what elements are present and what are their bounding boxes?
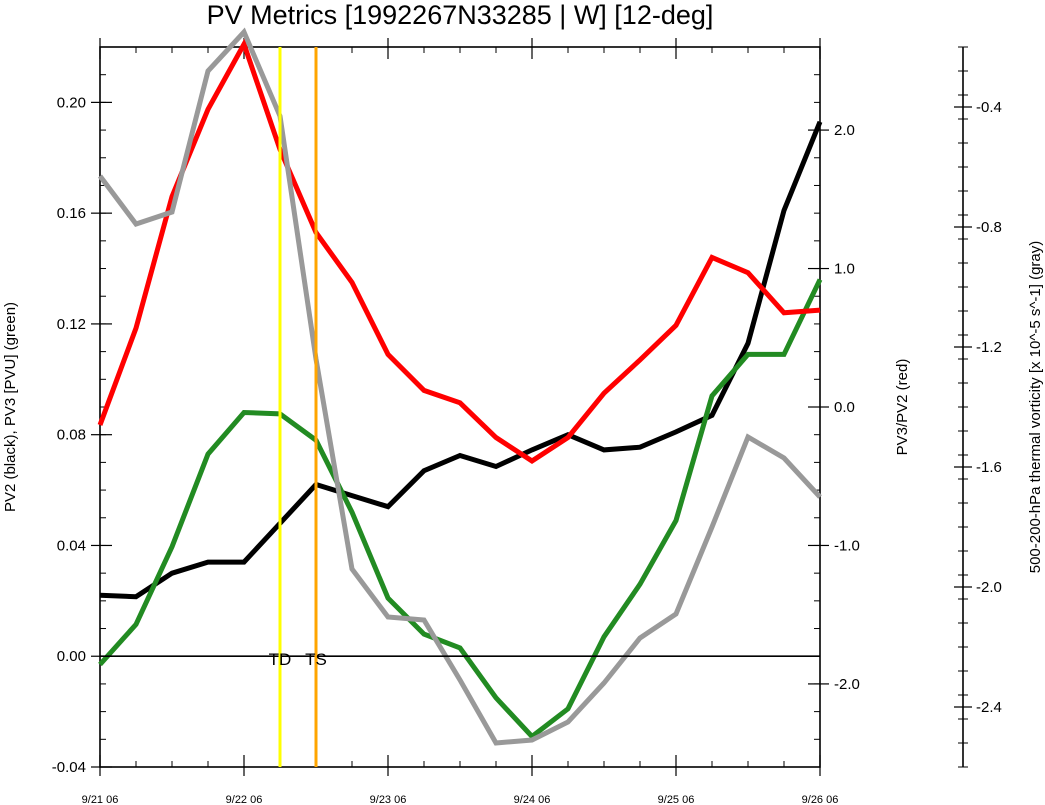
series-line-far_right (98, 27, 822, 746)
plot-frame (99, 46, 821, 768)
x-tick-label: 9/24 06 (514, 794, 551, 805)
left-tick-label: 0.08 (57, 427, 86, 444)
far-right-y-axis: -2.4 -2.0 -1.6 -1.2 -0.8 -0.4 (954, 46, 1002, 768)
far-tick-label: -0.4 (976, 99, 1002, 116)
far-tick-label: -2.0 (976, 579, 1002, 596)
left-tick-label: 0.20 (57, 94, 86, 111)
left-axis-title: PV2 (black), PV3 [PVU] (green) (2, 302, 19, 512)
right-y-axis: -2.0 -1.0 0.0 1.0 2.0 (808, 46, 860, 768)
right-tick-label: -1.0 (834, 537, 860, 554)
x-tick-label: 9/26 06 (802, 794, 839, 805)
left-tick-label: 0.04 (57, 537, 86, 554)
x-tick-label: 9/25 06 (658, 794, 695, 805)
x-axis: 9/21 06 9/22 06 9/23 06 9/24 06 9/25 06 9/26 … (82, 38, 839, 805)
left-tick-label: 0.16 (57, 205, 86, 222)
right-axis-title: PV3/PV2 (red) (894, 359, 911, 456)
far-tick-label: -1.6 (976, 459, 1002, 476)
series-line-right (97, 38, 821, 464)
vertical-marker-label: TS (305, 650, 327, 669)
left-y-axis: -0.04 0.00 0.04 0.08 0.12 0.16 0.20 (52, 46, 112, 776)
series-line-left (98, 278, 823, 740)
series-line-left (99, 120, 823, 600)
vertical-marker-label: TD (269, 650, 292, 669)
series-layer (97, 27, 823, 746)
far-tick-label: -2.4 (976, 699, 1002, 716)
right-tick-label: -2.0 (834, 676, 860, 693)
x-tick-label: 9/21 06 (82, 794, 119, 805)
annotations: TD TS (100, 47, 820, 767)
left-tick-label: -0.04 (52, 759, 86, 776)
left-tick-label: 0.12 (57, 316, 86, 333)
right-tick-label: 1.0 (834, 261, 855, 278)
x-tick-label: 9/22 06 (226, 794, 263, 805)
right-tick-label: 2.0 (834, 122, 855, 139)
x-tick-label: 9/23 06 (370, 794, 407, 805)
far-right-axis-title: 500-200-hPa thermal vorticity [x 10^-5 s… (1027, 241, 1044, 574)
far-tick-label: -0.8 (976, 219, 1002, 236)
right-tick-label: 0.0 (834, 399, 855, 416)
far-tick-label: -1.2 (976, 339, 1002, 356)
chart-title: PV Metrics [1992267N33285 | W] [12-deg] (207, 0, 714, 30)
left-tick-label: 0.00 (57, 648, 86, 665)
